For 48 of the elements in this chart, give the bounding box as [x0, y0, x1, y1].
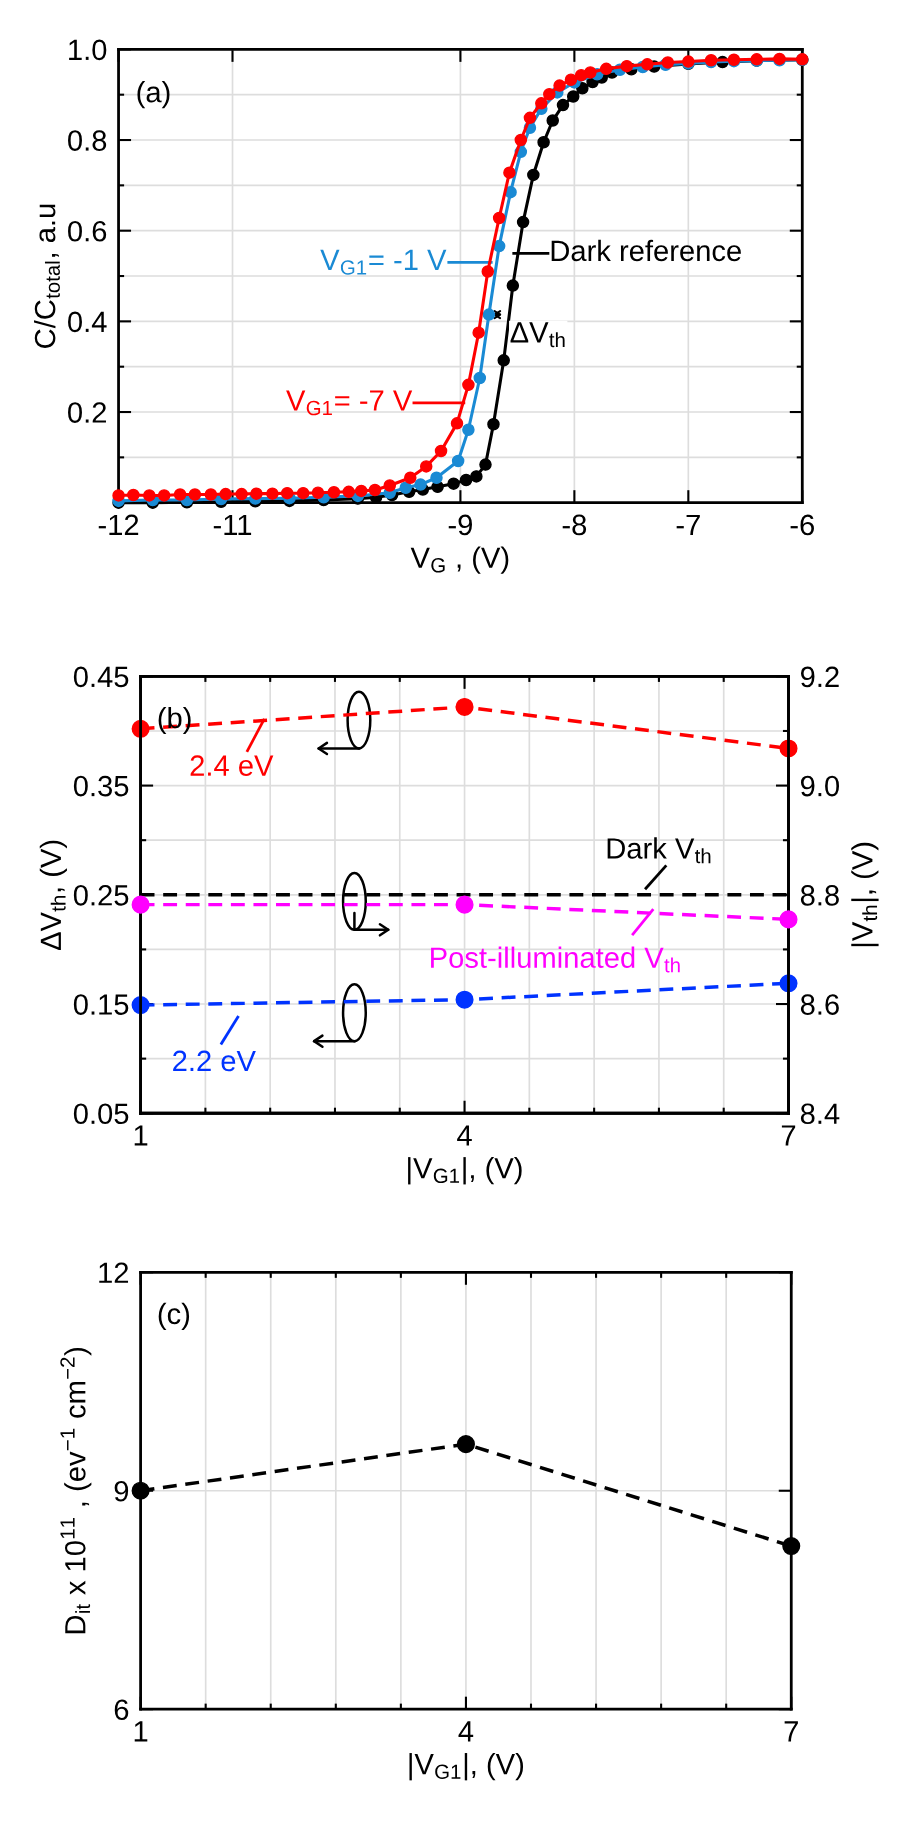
x-tick-label: -6 — [790, 514, 814, 536]
legend-label: Dark reference — [551, 239, 741, 262]
y-tick-label: 0.4 — [68, 311, 107, 333]
y2-tick-label: 9.2 — [800, 666, 839, 688]
y-tick-label: 0.8 — [68, 130, 107, 151]
y-axis-title: C/C$_{total}$, a.u — [34, 204, 60, 348]
annotation: (a) — [137, 81, 170, 109]
legend-label: V$_{G1}$= -7 V — [286, 390, 413, 416]
annotation: (c) — [158, 1302, 190, 1331]
y-tick-label: 1.0 — [69, 39, 107, 61]
x-tick-label: 1 — [134, 1125, 148, 1146]
annotation: ΔV$_{th}$ — [510, 322, 565, 348]
y-tick-label: 0.15 — [73, 994, 129, 1015]
annotation: (b) — [158, 706, 191, 735]
x-tick-label: 7 — [781, 1125, 796, 1146]
x-tick-label: -7 — [676, 514, 700, 535]
y2-tick-label: 9.0 — [800, 775, 840, 797]
text: D$_{it}$ x 10$^{11}$ , (ev$^{−1}$ cm$^{−2}$) — [60, 1347, 92, 1634]
x-axis-title: |V$_{G1}$|, (V) — [408, 1157, 522, 1185]
legend-label: Post-illuminated V$_{th}$ — [431, 946, 680, 973]
y-tick-label: 0.25 — [73, 885, 129, 906]
x-tick-label: -8 — [562, 514, 587, 536]
ref-line-label: Dark V$_{th}$ — [607, 837, 711, 864]
x-tick-label: -11 — [213, 514, 252, 535]
y2-tick-label: 8.8 — [800, 885, 839, 906]
y2-axis-title: |V$_{th}$|, (V) — [851, 842, 879, 947]
legend-label: 2.4 eV — [190, 755, 274, 776]
y2-tick-label: 8.6 — [800, 994, 839, 1015]
y-tick-label: 0.2 — [68, 402, 106, 423]
x-tick-label: 7 — [784, 1721, 798, 1742]
x-tick-label: 4 — [458, 1721, 474, 1742]
x-axis-title: |V$_{G1}$|, (V) — [409, 1753, 524, 1781]
y-tick-label: 0.45 — [73, 666, 129, 688]
y-tick-label: 9 — [114, 1480, 129, 1502]
x-tick-label: 1 — [134, 1721, 148, 1742]
y-tick-label: 12 — [99, 1262, 129, 1283]
y-tick-label: 6 — [114, 1699, 129, 1721]
x-tick-label: 4 — [457, 1125, 472, 1146]
x-tick-label: -9 — [448, 514, 472, 536]
x-axis-title: V$_{G}$ , (V) — [410, 546, 509, 574]
y-tick-label: 0.05 — [73, 1103, 129, 1125]
y-axis-title: ΔV$_{th}$, (V) — [39, 840, 67, 951]
y-tick-label: 0.35 — [73, 775, 129, 797]
legend-label: 2.2 eV — [173, 1050, 256, 1072]
y2-tick-label: 8.4 — [800, 1103, 840, 1125]
y-tick-label: 0.6 — [68, 220, 107, 242]
x-tick-label: -12 — [98, 514, 139, 535]
legend-label: V$_{G1}$= -1 V — [320, 249, 447, 275]
